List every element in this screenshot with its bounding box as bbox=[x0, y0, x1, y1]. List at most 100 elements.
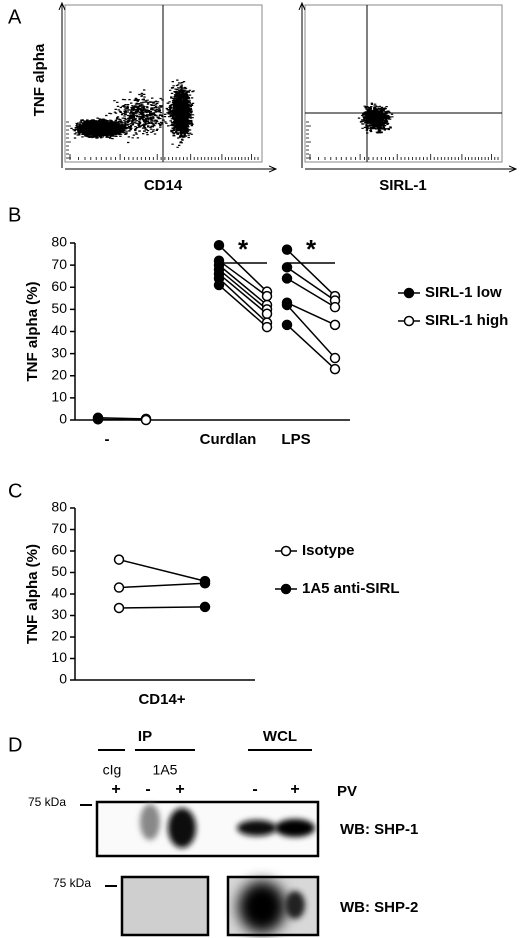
point bbox=[113, 602, 125, 614]
x-tick-label: - bbox=[105, 431, 110, 448]
pair-line bbox=[218, 264, 268, 306]
legend-marker bbox=[280, 583, 292, 595]
y-tick-label: 60 bbox=[51, 278, 67, 294]
legend-marker bbox=[403, 315, 415, 327]
y-tick-label: 30 bbox=[51, 344, 67, 360]
y-tick-label: 0 bbox=[59, 671, 67, 687]
pair-line bbox=[286, 302, 336, 326]
pair-line bbox=[118, 558, 206, 582]
point bbox=[261, 308, 273, 320]
panel-label: D bbox=[8, 734, 22, 756]
y-tick-label: 20 bbox=[51, 628, 67, 644]
marker-label: 75 kDa bbox=[28, 795, 66, 809]
y-tick-label: 50 bbox=[51, 300, 67, 316]
axis-label: SIRL-1 bbox=[379, 177, 427, 194]
x-tick-label: Curdlan bbox=[200, 431, 257, 448]
lane-sign: + bbox=[111, 781, 120, 798]
y-axis-label: TNF alpha (%) bbox=[24, 544, 41, 644]
y-tick-label: 70 bbox=[51, 520, 67, 536]
pair-line bbox=[118, 606, 206, 609]
pair-line bbox=[218, 260, 268, 297]
pair-line bbox=[218, 284, 268, 328]
band bbox=[238, 881, 286, 933]
point bbox=[329, 319, 341, 331]
lane-label: cIg bbox=[103, 762, 122, 778]
panel-label: C bbox=[8, 480, 22, 502]
axis-minor-ticks bbox=[66, 121, 499, 160]
pair-line bbox=[286, 304, 336, 359]
axis-label: CD14 bbox=[144, 177, 183, 194]
point bbox=[261, 290, 273, 302]
point bbox=[281, 273, 293, 284]
y-tick-label: 30 bbox=[51, 606, 67, 622]
legend-label: SIRL-1 low bbox=[425, 284, 502, 301]
point bbox=[113, 554, 125, 565]
panel-label: A bbox=[8, 6, 22, 28]
point bbox=[329, 352, 341, 364]
y-tick-label: 10 bbox=[51, 389, 67, 405]
pair-line bbox=[286, 324, 336, 370]
blot bbox=[80, 749, 320, 937]
plot-frame bbox=[304, 4, 503, 163]
legend-marker bbox=[280, 545, 292, 557]
y-tick-label: 0 bbox=[59, 411, 67, 427]
x-tick-label: LPS bbox=[281, 431, 310, 448]
row-label: WB: SHP-2 bbox=[340, 899, 418, 916]
x-tick-label: CD14+ bbox=[138, 691, 185, 708]
point bbox=[281, 262, 293, 273]
y-tick-label: 40 bbox=[51, 322, 67, 338]
point bbox=[199, 601, 211, 613]
pair-line bbox=[218, 273, 268, 315]
y-tick-label: 20 bbox=[51, 366, 67, 382]
row-label: WB: SHP-1 bbox=[340, 821, 418, 838]
point bbox=[281, 319, 293, 331]
band bbox=[237, 820, 277, 836]
y-axis-label: TNF alpha (%) bbox=[24, 281, 41, 381]
point bbox=[329, 363, 341, 375]
band bbox=[275, 819, 315, 837]
pair-line bbox=[218, 268, 268, 310]
band bbox=[168, 808, 196, 848]
legend-label: SIRL-1 high bbox=[425, 312, 508, 329]
pair-line bbox=[97, 417, 147, 420]
lane-sign: - bbox=[252, 781, 257, 798]
pair-line bbox=[286, 277, 336, 308]
blot-box bbox=[120, 875, 210, 937]
y-tick-label: 40 bbox=[51, 585, 67, 601]
point bbox=[261, 321, 273, 333]
legend-marker bbox=[403, 287, 415, 299]
flow-events bbox=[70, 79, 394, 148]
legend-label: 1A5 anti-SIRL bbox=[302, 580, 400, 597]
group-label: WCL bbox=[263, 728, 297, 745]
pair-line bbox=[286, 249, 336, 297]
significance-label: * bbox=[306, 234, 317, 264]
point bbox=[199, 578, 211, 589]
point bbox=[113, 582, 125, 593]
point bbox=[92, 414, 104, 425]
treatment-label: PV bbox=[337, 783, 357, 800]
lane-sign: + bbox=[290, 781, 299, 798]
band bbox=[140, 804, 160, 840]
y-tick-label: 10 bbox=[51, 649, 67, 665]
y-tick-label: 60 bbox=[51, 542, 67, 558]
point bbox=[329, 301, 341, 313]
lane-sign: + bbox=[175, 781, 184, 798]
y-tick-label: 70 bbox=[51, 256, 67, 272]
y-tick-label: 80 bbox=[51, 499, 67, 515]
lane-sign: - bbox=[145, 781, 150, 798]
significance-label: * bbox=[238, 234, 249, 264]
pair-line bbox=[97, 418, 147, 421]
pair-line bbox=[118, 582, 206, 589]
y-tick-label: 50 bbox=[51, 563, 67, 579]
point bbox=[281, 244, 293, 255]
flow-plots bbox=[62, 3, 516, 169]
legend-label: Isotype bbox=[302, 542, 355, 559]
pair-line bbox=[286, 266, 336, 302]
pair-line bbox=[218, 277, 268, 324]
panel-label: B bbox=[8, 204, 21, 226]
lane-label: 1A5 bbox=[153, 762, 178, 778]
marker-label: 75 kDa bbox=[53, 876, 91, 890]
band bbox=[285, 891, 305, 919]
pair-line bbox=[218, 244, 268, 293]
